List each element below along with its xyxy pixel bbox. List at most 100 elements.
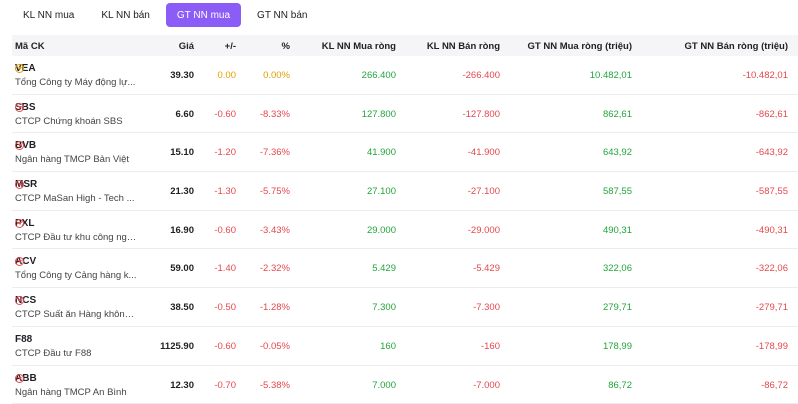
percent-cell: 0.00% [263, 70, 290, 81]
ticker-cell[interactable]: VEA [15, 63, 36, 74]
header-val-sell[interactable]: GT NN Bán ròng (triệu) [685, 41, 788, 52]
vol-buy-cell: 160 [380, 341, 396, 352]
vol-buy-cell: 7.300 [372, 302, 396, 313]
val-buy-cell: 490,31 [603, 225, 632, 236]
change-cell: -0.60 [214, 225, 236, 236]
table-row[interactable]: SBS CTCP Chứng khoán SBS 6.60 -0.60 -8.33% 12… [12, 95, 798, 134]
tab-gt-nn-ban[interactable]: GT NN bán [246, 3, 318, 27]
val-sell-cell: -279,71 [756, 302, 788, 313]
percent-cell: -1.28% [260, 302, 290, 313]
val-sell-cell: -322,06 [756, 263, 788, 274]
change-cell: 0.00 [218, 70, 237, 81]
change-cell: -1.30 [214, 186, 236, 197]
header-val-buy[interactable]: GT NN Mua ròng (triệu) [528, 41, 633, 52]
header-vol-sell[interactable]: KL NN Bán ròng [427, 41, 500, 52]
val-sell-cell: -86,72 [761, 380, 788, 391]
company-name: CTCP MaSan High - Tech ... [15, 193, 135, 204]
company-name: CTCP Đầu tư khu công ngh... [15, 232, 139, 243]
vol-sell-cell: -41.900 [468, 147, 500, 158]
val-sell-cell: -178,99 [756, 341, 788, 352]
price-reference-icon [15, 64, 24, 73]
percent-cell: -5.75% [260, 186, 290, 197]
price-cell: 12.30 [170, 380, 194, 391]
vol-buy-cell: 127.800 [362, 109, 396, 120]
vol-sell-cell: -29.000 [468, 225, 500, 236]
price-cell: 16.90 [170, 225, 194, 236]
table-header: Mã CK Giá +/- % KL NN Mua ròng KL NN Bán… [12, 35, 798, 56]
company-name: CTCP Suất ăn Hàng không ... [15, 309, 139, 320]
val-buy-cell: 322,06 [603, 263, 632, 274]
header-percent[interactable]: % [282, 41, 290, 52]
company-name: Ngân hàng TMCP Bản Việt [15, 154, 129, 165]
change-cell: -0.60 [214, 341, 236, 352]
header-ticker[interactable]: Mã CK [15, 41, 45, 52]
percent-cell: -8.33% [260, 109, 290, 120]
company-name: Tổng Công ty Cảng hàng k... [15, 270, 136, 281]
tab-bar: KL NN mua KL NN bán GT NN mua GT NN bán [12, 3, 318, 27]
header-vol-buy[interactable]: KL NN Mua ròng [322, 41, 396, 52]
ticker-cell[interactable]: BVB [15, 140, 36, 151]
change-cell: -0.50 [214, 302, 236, 313]
price-down-icon [15, 180, 24, 189]
company-name: Ngân hàng TMCP An Bình [15, 387, 127, 398]
percent-cell: -3.43% [260, 225, 290, 236]
header-price[interactable]: Giá [179, 41, 194, 52]
ticker-cell[interactable]: ABB [15, 373, 37, 384]
tab-kl-nn-ban[interactable]: KL NN bán [90, 3, 161, 27]
val-sell-cell: -862,61 [756, 109, 788, 120]
price-down-icon [15, 374, 24, 383]
table-row[interactable]: ACV Tổng Công ty Cảng hàng k... 59.00 -1.40… [12, 249, 798, 288]
ticker-cell[interactable]: PXL [15, 218, 34, 229]
vol-sell-cell: -160 [481, 341, 500, 352]
company-name: CTCP Chứng khoán SBS [15, 116, 123, 127]
change-cell: -0.60 [214, 109, 236, 120]
vol-buy-cell: 29.000 [367, 225, 396, 236]
table-row[interactable]: BVB Ngân hàng TMCP Bản Việt 15.10 -1.20 -7.3… [12, 133, 798, 172]
tab-gt-nn-mua[interactable]: GT NN mua [166, 3, 241, 27]
ticker-cell[interactable]: F88 [15, 334, 32, 345]
val-sell-cell: -643,92 [756, 147, 788, 158]
table-row[interactable]: PXL CTCP Đầu tư khu công ngh... 16.90 -0.60… [12, 211, 798, 250]
company-name: Tổng Công ty Máy động lự... [15, 77, 135, 88]
foreign-trading-table: Mã CK Giá +/- % KL NN Mua ròng KL NN Bán… [12, 35, 798, 404]
change-cell: -1.20 [214, 147, 236, 158]
tab-kl-nn-mua[interactable]: KL NN mua [12, 3, 85, 27]
vol-buy-cell: 266.400 [362, 70, 396, 81]
percent-cell: -7.36% [260, 147, 290, 158]
vol-sell-cell: -7.000 [473, 380, 500, 391]
ticker-cell[interactable]: ACV [15, 256, 36, 267]
ticker-cell[interactable]: NCS [15, 295, 36, 306]
vol-buy-cell: 27.100 [367, 186, 396, 197]
price-cell: 6.60 [176, 109, 195, 120]
ticker-cell[interactable]: SBS [15, 102, 36, 113]
percent-cell: -2.32% [260, 263, 290, 274]
vol-buy-cell: 7.000 [372, 380, 396, 391]
price-down-icon [15, 219, 24, 228]
header-change[interactable]: +/- [225, 41, 236, 52]
company-name: CTCP Đầu tư F88 [15, 348, 91, 359]
change-cell: -1.40 [214, 263, 236, 274]
price-cell: 59.00 [170, 263, 194, 274]
price-cell: 15.10 [170, 147, 194, 158]
val-buy-cell: 587,55 [603, 186, 632, 197]
price-down-icon [15, 103, 24, 112]
val-buy-cell: 643,92 [603, 147, 632, 158]
vol-buy-cell: 5.429 [372, 263, 396, 274]
vol-sell-cell: -7.300 [473, 302, 500, 313]
val-sell-cell: -10.482,01 [743, 70, 788, 81]
change-cell: -0.70 [214, 380, 236, 391]
val-buy-cell: 10.482,01 [590, 70, 632, 81]
empty-icon-slot [15, 335, 24, 344]
vol-sell-cell: -266.400 [462, 70, 500, 81]
price-cell: 1125.90 [160, 341, 194, 352]
vol-sell-cell: -127.800 [462, 109, 500, 120]
ticker-cell[interactable]: MSR [15, 179, 37, 190]
vol-buy-cell: 41.900 [367, 147, 396, 158]
vol-sell-cell: -5.429 [473, 263, 500, 274]
